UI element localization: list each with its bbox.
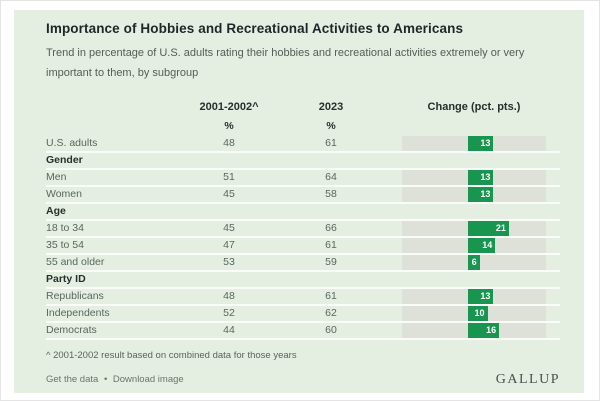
change-bar: 16 (468, 322, 500, 338)
table-row-18-to-34: 18 to 34 45 66 21 (46, 220, 560, 238)
value-2023: 61 (325, 239, 337, 252)
row-label: U.S. adults (46, 137, 98, 150)
value-2023: 58 (325, 188, 337, 201)
change-bar-track: 13 (402, 288, 546, 304)
change-bar-track: 13 (402, 135, 546, 151)
value-2023: 60 (325, 324, 337, 337)
value-2001-2002: 52 (223, 307, 235, 320)
change-bar: 10 (468, 305, 488, 321)
row-label: 55 and older (46, 256, 105, 269)
change-bar: 13 (468, 135, 494, 151)
table-row-independents: Independents 52 62 10 (46, 305, 560, 323)
change-bar: 14 (468, 237, 496, 253)
get-the-data-link[interactable]: Get the data (46, 374, 99, 386)
section-label: Gender (46, 154, 83, 167)
change-bar-track: 21 (402, 220, 546, 236)
value-2001-2002: 44 (223, 324, 235, 337)
row-label: Women (46, 188, 82, 201)
footer-separator: • (103, 374, 108, 386)
footer-links: Get the data • Download image (46, 374, 184, 385)
chart-card: Importance of Hobbies and Recreational A… (14, 10, 584, 393)
row-label: 18 to 34 (46, 222, 84, 235)
value-2001-2002: 47 (223, 239, 235, 252)
table-row-republicans: Republicans 48 61 13 (46, 288, 560, 306)
change-value: 10 (474, 307, 485, 318)
section-header-gender: Gender (46, 153, 560, 170)
change-value: 21 (495, 222, 506, 233)
section-label: Age (46, 205, 66, 218)
footnote: ^ 2001-2002 result based on combined dat… (46, 349, 297, 361)
change-value: 14 (482, 239, 493, 250)
change-bar: 6 (468, 254, 480, 270)
change-value: 13 (480, 171, 491, 182)
row-label: Republicans (46, 290, 104, 303)
change-bar: 13 (468, 288, 494, 304)
value-2001-2002: 48 (223, 137, 235, 150)
column-header-2023: 2023 (318, 100, 344, 113)
data-table: 2001-2002^ 2023 Change (pct. pts.) % % U… (46, 98, 560, 340)
chart-subtitle: Trend in percentage of U.S. adults ratin… (46, 47, 525, 80)
value-2023: 59 (325, 256, 337, 269)
row-label: 35 to 54 (46, 239, 84, 252)
change-value: 16 (486, 324, 497, 335)
change-bar-track: 14 (402, 237, 546, 253)
value-2023: 66 (325, 222, 337, 235)
download-image-link[interactable]: Download image (112, 374, 184, 386)
gallup-logo: GALLUP (495, 371, 560, 387)
value-2001-2002: 48 (223, 290, 235, 303)
change-value: 13 (480, 290, 491, 301)
section-label: Party ID (46, 273, 86, 286)
change-value: 6 (471, 256, 477, 267)
percent-sign-2001-2002: % (224, 119, 234, 132)
chart-title: Importance of Hobbies and Recreational A… (46, 21, 464, 36)
table-row-women: Women 45 58 13 (46, 186, 560, 204)
change-bar-track: 10 (402, 305, 546, 321)
row-label: Democrats (46, 324, 97, 337)
column-header-change: Change (pct. pts.) (427, 100, 521, 113)
table-row-us-adults: U.S. adults 48 61 13 (46, 135, 560, 153)
value-2001-2002: 45 (223, 188, 235, 201)
change-bar-track: 13 (402, 169, 546, 185)
value-2001-2002: 51 (223, 171, 235, 184)
percent-sign-2023: % (326, 119, 336, 132)
chart-footer: Get the data • Download image GALLUP (46, 372, 560, 388)
table-header-row: 2001-2002^ 2023 Change (pct. pts.) (46, 98, 560, 116)
table-row-35-to-54: 35 to 54 47 61 14 (46, 237, 560, 255)
change-bar: 21 (468, 220, 509, 236)
table-row-55-and-older: 55 and older 53 59 6 (46, 254, 560, 272)
value-2023: 61 (325, 137, 337, 150)
change-value: 13 (480, 188, 491, 199)
value-2001-2002: 53 (223, 256, 235, 269)
section-header-age: Age (46, 204, 560, 221)
change-bar-track: 6 (402, 254, 546, 270)
column-header-2001-2002: 2001-2002^ (199, 100, 259, 113)
percent-row: % % (46, 116, 560, 136)
change-value: 13 (480, 137, 491, 148)
row-label: Men (46, 171, 67, 184)
change-bar-track: 16 (402, 322, 546, 338)
change-bar-track: 13 (402, 186, 546, 202)
section-header-party-id: Party ID (46, 272, 560, 289)
row-label: Independents (46, 307, 110, 320)
change-bar: 13 (468, 186, 494, 202)
value-2023: 61 (325, 290, 337, 303)
change-bar: 13 (468, 169, 494, 185)
table-row-democrats: Democrats 44 60 16 (46, 322, 560, 340)
value-2023: 62 (325, 307, 337, 320)
value-2001-2002: 45 (223, 222, 235, 235)
value-2023: 64 (325, 171, 337, 184)
table-row-men: Men 51 64 13 (46, 169, 560, 187)
